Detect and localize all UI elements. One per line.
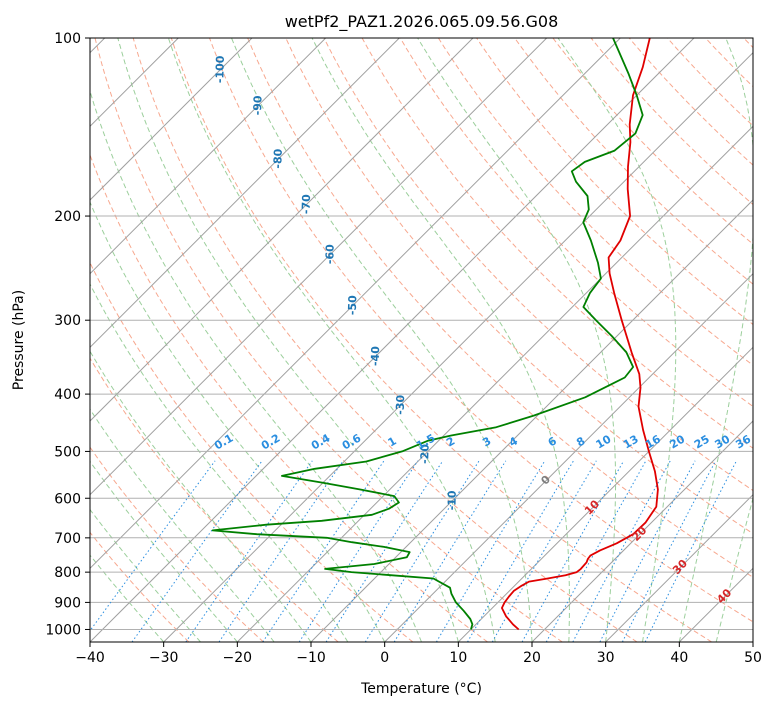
- y-axis-label: Pressure (hPa): [11, 290, 27, 390]
- dry-adiabat-line: [170, 38, 712, 642]
- x-tick-label: 20: [523, 650, 541, 666]
- chart-grid: [90, 38, 753, 642]
- moist-adiabat-line: [117, 38, 459, 642]
- moist-adiabat-line: [90, 200, 386, 642]
- moist-adiabat-line: [231, 38, 533, 642]
- chart-title: wetPf2_PAZ1.2026.065.09.56.G08: [285, 12, 559, 32]
- x-tick-label: −10: [296, 650, 326, 666]
- mixing-ratio-line: [467, 460, 574, 642]
- mixing-ratio-line: [90, 460, 216, 632]
- x-tick-label: −30: [149, 650, 179, 666]
- isotherm-label: -90: [251, 95, 265, 116]
- isotherm-line: [236, 125, 753, 642]
- dry-adiabat-line: [590, 38, 753, 206]
- dry-adiabat-line: [90, 153, 488, 642]
- dry-adiabat-line: [209, 38, 753, 623]
- mixing-ratio-line: [131, 460, 263, 642]
- mixing-ratio-line: [545, 460, 647, 642]
- isotherm-line: [605, 493, 753, 642]
- isotherm-label: -100: [213, 55, 227, 83]
- moist-adiabat-line: [90, 460, 238, 642]
- mixing-ratio-line: [621, 460, 717, 642]
- y-tick-label: 600: [54, 491, 81, 507]
- isotherm-line: [752, 641, 753, 642]
- isotherm-label: -10: [445, 490, 459, 511]
- y-tick-label: 800: [54, 565, 81, 581]
- isotherm-line: [90, 38, 621, 570]
- y-tick-label: 100: [54, 31, 81, 47]
- chart-axes: −40 −30 −20 −10 0 10 20 30 40 50 100 200 300 400 500 60…: [45, 31, 762, 666]
- moist-adiabat-line: [557, 38, 677, 642]
- dry-adiabat-line: [132, 38, 638, 642]
- temperature-line: [501, 38, 659, 631]
- moist-adiabat-line: [90, 408, 275, 642]
- dry-adiabat-line: [437, 38, 753, 366]
- mixing-ratio-line: [185, 460, 313, 642]
- y-tick-label: 1000: [45, 622, 81, 638]
- isotherm-line: [310, 199, 753, 642]
- mixing-ratio-line: [644, 460, 737, 642]
- plot-background: [90, 38, 753, 642]
- y-tick-label: 700: [54, 531, 81, 547]
- isotherm-line: [90, 38, 253, 201]
- isotherm-label: -80: [271, 148, 285, 169]
- moist-adiabat-line: [311, 38, 570, 642]
- y-tick-label: 400: [54, 387, 81, 403]
- dry-adiabat-line: [323, 38, 753, 492]
- mixing-ratio-line: [491, 460, 597, 642]
- isotherm-label: -20: [418, 444, 432, 465]
- mixing-ratio-line: [521, 460, 625, 642]
- isotherm-line: [90, 38, 400, 349]
- mixing-ratio-line: [218, 460, 344, 642]
- y-tick-label: 500: [54, 444, 81, 460]
- dry-adiabat-line: [247, 38, 753, 578]
- isotherm-line: [457, 346, 753, 642]
- isotherm-line: [90, 38, 474, 422]
- x-tick-label: 30: [597, 650, 615, 666]
- moist-adiabat-line: [417, 38, 617, 642]
- moist-adiabat-line: [715, 496, 753, 642]
- moist-adiabat-line: [167, 38, 496, 642]
- x-tick-label: 50: [744, 650, 762, 666]
- dewpoint-line: [211, 38, 644, 630]
- dry-adiabat-line: [552, 38, 753, 245]
- isotherm-line: [90, 38, 548, 496]
- x-tick-label: 10: [449, 650, 467, 666]
- isotherm-label: -70: [300, 194, 314, 215]
- plot-frame: [89, 37, 754, 643]
- x-tick-label: −40: [75, 650, 105, 666]
- mixing-ratio-line: [298, 460, 419, 642]
- x-tick-label: −20: [223, 650, 253, 666]
- y-tick-label: 900: [54, 595, 81, 611]
- isotherm-line: [90, 38, 327, 275]
- y-tick-label: 300: [54, 313, 81, 329]
- isotherm-label: -40: [369, 346, 383, 367]
- isotherm-line: [384, 272, 753, 642]
- y-tick-label: 200: [54, 209, 81, 225]
- moist-adiabat-line: [90, 283, 349, 642]
- isotherm-line: [163, 51, 753, 642]
- dry-adiabat-line: [476, 38, 753, 326]
- chart-series: [211, 38, 659, 631]
- dry-adiabat-line: [90, 261, 414, 642]
- mixing-ratio-line: [393, 460, 507, 642]
- moist-adiabat-line: [678, 38, 753, 642]
- x-axis-label: Temperature (°C): [360, 681, 482, 697]
- dry-adiabat-line: [94, 38, 563, 642]
- isotherm-label: -50: [346, 295, 360, 316]
- isotherm-line: [531, 420, 753, 642]
- dry-adiabat-line: [285, 38, 753, 535]
- dry-adiabat-line: [399, 38, 753, 408]
- isotherm-line: [90, 38, 695, 642]
- isotherm-label: -60: [323, 244, 337, 265]
- isotherm-label: -30: [394, 394, 408, 415]
- x-tick-label: 0: [380, 650, 389, 666]
- x-tick-label: 40: [670, 650, 688, 666]
- mixing-ratio-line: [435, 460, 546, 642]
- dry-adiabat-line: [90, 531, 190, 642]
